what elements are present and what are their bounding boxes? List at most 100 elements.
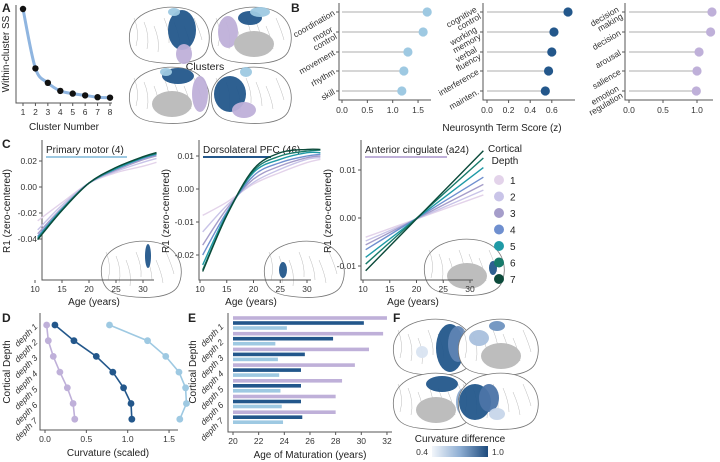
brain-parcel-line xyxy=(275,17,285,41)
c-legend-label: 5 xyxy=(510,242,516,253)
d-data-point xyxy=(183,400,190,407)
c-legend-swatch xyxy=(494,241,504,251)
brain-cluster-lateral-left xyxy=(128,6,210,64)
c-y-tick-label: -0.04 xyxy=(18,234,38,244)
brain-parcel-line xyxy=(308,255,316,281)
c-x-tick-label: 25 xyxy=(439,284,449,294)
d-axes xyxy=(39,313,178,431)
brain-parcel-line xyxy=(328,251,338,275)
c-x-tick-label: 20 xyxy=(412,284,422,294)
c-y-tick-label: -0.01 xyxy=(175,217,195,227)
c-y-tick-label: 0.00 xyxy=(20,182,37,192)
brain-region-patch xyxy=(214,76,246,112)
a-data-point xyxy=(69,90,76,97)
c-x-tick-label: 10 xyxy=(30,284,40,294)
d-x-tick-label: 1.5 xyxy=(163,434,175,444)
c-legend-title: Cortical Depth xyxy=(488,144,522,167)
c-y-label: R1 (zero-centered) xyxy=(323,169,334,253)
e-bar xyxy=(233,384,301,388)
b-lollipop-dot xyxy=(540,86,550,96)
e-y-label: Cortical Depth xyxy=(188,340,199,403)
e-x-label: Age of Maturation (years) xyxy=(254,450,367,461)
c-depth-line-7 xyxy=(37,151,157,241)
e-x-tick-label: 26 xyxy=(305,436,315,446)
b-x-tick-label: 0.5 xyxy=(657,105,669,115)
b-axes xyxy=(338,3,431,101)
panel-label-a: A xyxy=(2,1,11,15)
brain-outline xyxy=(263,240,345,298)
colorbar xyxy=(432,446,488,457)
brain-region-patch xyxy=(232,102,256,118)
c-y-tick-label: 0.01 xyxy=(177,151,194,161)
brain-parcel-line xyxy=(462,329,467,359)
c-x-tick-label: 25 xyxy=(276,284,286,294)
brain-parcel-line xyxy=(143,21,149,50)
c-x-tick-label: 30 xyxy=(302,284,312,294)
e-bar xyxy=(233,363,355,367)
c-y-tick-label: -0.02 xyxy=(18,208,38,218)
brain-region-patch xyxy=(250,7,270,17)
e-bar xyxy=(233,420,284,424)
d-data-point xyxy=(51,321,59,329)
b-lollipop-dot xyxy=(422,7,432,17)
e-x-tick-label: 22 xyxy=(254,436,264,446)
brain-medial-wall xyxy=(234,31,274,57)
e-x-tick-label: 20 xyxy=(228,436,238,446)
c-x-tick-label: 10 xyxy=(358,284,368,294)
b-x-tick-label: 0.4 xyxy=(524,105,536,115)
b-lollipop-dot xyxy=(563,7,573,17)
c-x-tick-label: 20 xyxy=(249,284,259,294)
a-data-point xyxy=(19,5,27,13)
brain-region-patch xyxy=(218,16,238,48)
b-x-tick-label: 1.0 xyxy=(691,105,703,115)
brain-parcel-line xyxy=(407,387,413,416)
c-x-label: Age (years) xyxy=(387,297,439,308)
brain-inset-dlpfc xyxy=(263,240,345,298)
brain-parcel-line xyxy=(318,259,327,284)
d-data-point xyxy=(162,353,170,360)
e-bar xyxy=(233,394,336,399)
d-data-point xyxy=(182,384,189,392)
e-bar xyxy=(233,321,364,325)
d-data-point xyxy=(128,415,136,423)
d-y-label: Cortical Depth xyxy=(2,340,13,403)
c-y-label: R1 (zero-centered) xyxy=(161,169,172,253)
d-data-point xyxy=(127,400,135,407)
brain-region-patch xyxy=(192,76,208,112)
brain-parcel-line xyxy=(407,333,413,362)
e-bar xyxy=(233,357,278,362)
a-x-tick-label: 3 xyxy=(45,107,50,117)
b-lollipop-dot xyxy=(543,66,554,76)
d-data-point xyxy=(120,384,127,392)
e-x-tick-label: 28 xyxy=(331,436,341,446)
panel-label-f: F xyxy=(393,311,400,325)
brain-inset-primary-motor xyxy=(100,240,182,298)
brain-parcel-line xyxy=(427,329,434,356)
a-y-label: Within-cluster SS xyxy=(1,15,12,92)
b-x-tick-label: 1.5 xyxy=(412,105,424,115)
b-x-label: Neurosynth Term Score (z) xyxy=(442,123,561,134)
colorbar-max: 1.0 xyxy=(492,447,504,457)
c-y-tick-label: 0.00 xyxy=(177,184,194,194)
a-x-label: Cluster Number xyxy=(29,122,100,133)
c-depth-line-5 xyxy=(365,167,484,258)
brain-medial-wall xyxy=(481,343,521,369)
brain-parcel-line xyxy=(133,17,138,47)
c-x-tick-label: 15 xyxy=(385,284,395,294)
d-data-point xyxy=(176,415,184,423)
d-data-point xyxy=(49,353,57,360)
brain-inset-acc xyxy=(423,238,505,296)
b-lollipop-dot xyxy=(547,47,557,57)
a-x-tick-label: 7 xyxy=(95,107,100,117)
e-x-tick-label: 24 xyxy=(280,436,290,446)
brain-region-patch xyxy=(145,244,151,268)
a-elbow-line xyxy=(21,8,111,100)
a-x-tick-label: 2 xyxy=(33,107,38,117)
panel-label-e: E xyxy=(188,311,196,325)
c-legend-label: 6 xyxy=(510,259,516,270)
brain-region-patch xyxy=(168,8,180,16)
c-x-tick-label: 30 xyxy=(138,284,148,294)
brain-parcel-line xyxy=(135,251,142,278)
panel-label-c: C xyxy=(2,137,11,151)
e-bar xyxy=(233,316,387,320)
